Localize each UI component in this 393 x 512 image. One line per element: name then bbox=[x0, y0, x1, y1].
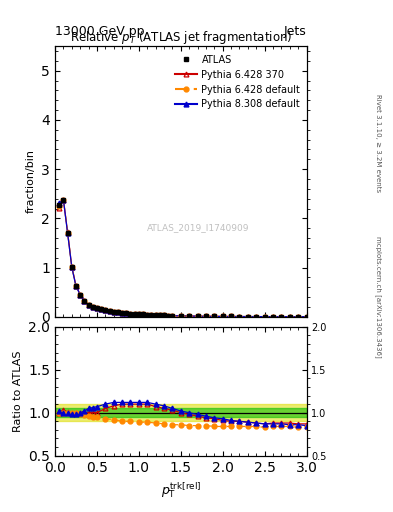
Bar bbox=[55, 404, 307, 421]
Y-axis label: fraction/bin: fraction/bin bbox=[26, 150, 36, 214]
X-axis label: $p_{\rm T}^{\rm trk[rel]}$: $p_{\rm T}^{\rm trk[rel]}$ bbox=[161, 480, 201, 500]
Legend: ATLAS, Pythia 6.428 370, Pythia 6.428 default, Pythia 8.308 default: ATLAS, Pythia 6.428 370, Pythia 6.428 de… bbox=[171, 51, 304, 113]
Text: Rivet 3.1.10, ≥ 3.2M events: Rivet 3.1.10, ≥ 3.2M events bbox=[375, 94, 381, 193]
Text: mcplots.cern.ch [arXiv:1306.3436]: mcplots.cern.ch [arXiv:1306.3436] bbox=[375, 236, 382, 358]
Text: 13000 GeV pp: 13000 GeV pp bbox=[55, 26, 145, 38]
Text: ATLAS_2019_I1740909: ATLAS_2019_I1740909 bbox=[147, 223, 250, 232]
Text: Jets: Jets bbox=[284, 26, 307, 38]
Y-axis label: Ratio to ATLAS: Ratio to ATLAS bbox=[13, 351, 23, 432]
Bar bbox=[55, 409, 307, 417]
Title: Relative $p_{T}$ (ATLAS jet fragmentation): Relative $p_{T}$ (ATLAS jet fragmentatio… bbox=[70, 29, 292, 46]
